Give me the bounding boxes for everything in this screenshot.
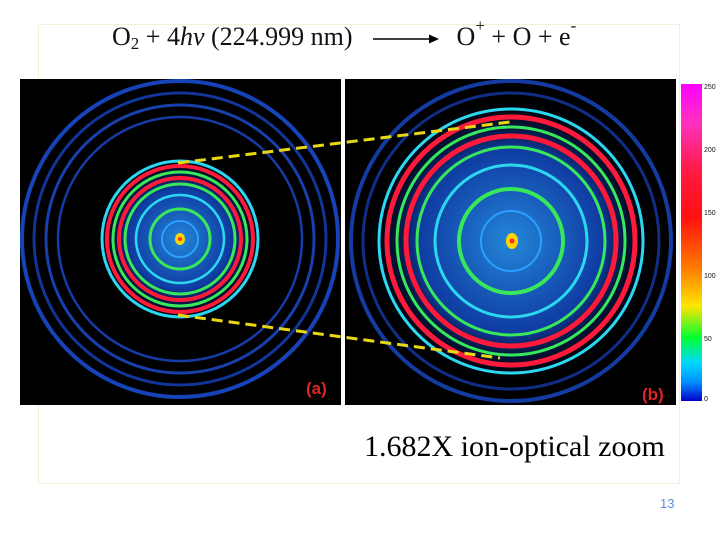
ion-image-a [20,79,341,405]
page-number: 13 [660,496,675,511]
colorbar-tick: 200 [704,147,716,154]
photon-symbol: hv [179,22,205,51]
wavelength-text: (224.999 nm) [204,22,353,51]
panel-a-label: (a) [306,379,327,398]
photon-count: + 4 [139,22,180,51]
upper-zoom-connector [177,120,511,165]
reaction-equation: O 2 + 4 hv (224.999 nm) O + + O + e - [112,16,576,62]
lower-zoom-connector [177,313,501,360]
colorbar-gradient [681,84,702,401]
colorbar-tick: 150 [704,210,716,217]
ion-image-panel-a: (a) [20,79,341,405]
ion-image-b [345,79,676,405]
electron-charge: - [570,16,577,35]
colorbar-tick: 0 [704,396,708,403]
products-rest: + O + e [484,22,571,51]
colorbar-tick: 250 [704,84,716,91]
colorbar-tick: 50 [704,336,712,343]
intensity-colorbar: 250 200 150 100 50 0 [681,80,720,405]
panel-b-label: (b) [642,385,664,404]
reactant-symbol: O [112,22,131,51]
product-ion-symbol: O [456,22,476,51]
colorbar-tick: 100 [704,273,716,280]
reactant-subscript: 2 [130,34,140,53]
product-ion-charge: + [475,16,485,35]
ion-image-panel-b: (b) [345,79,676,405]
reaction-arrow-icon [372,34,439,44]
zoom-caption: 1.682X ion-optical zoom [364,430,665,463]
